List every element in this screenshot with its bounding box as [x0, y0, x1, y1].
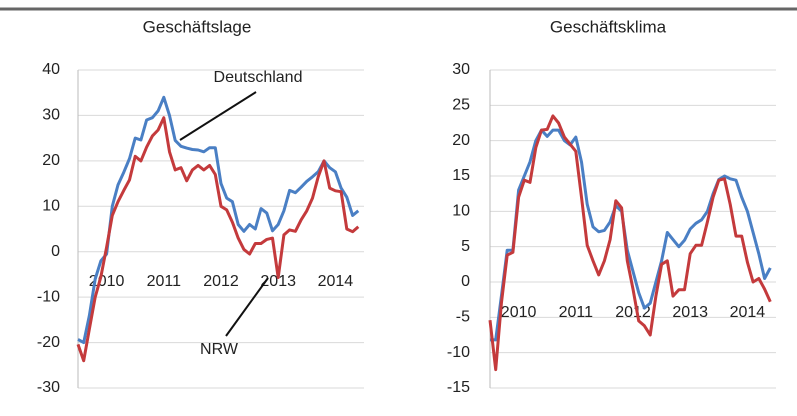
y-tick-label: 15 [452, 167, 470, 184]
y-tick-label: -10 [37, 288, 60, 305]
annotation-pointer [225, 277, 269, 337]
y-tick-label: 5 [461, 238, 470, 255]
annotation-pointer [179, 91, 257, 141]
x-tick-label: 2012 [203, 273, 239, 290]
annotation: NRW [200, 341, 239, 358]
series-line [490, 128, 772, 342]
x-tick-label: 2012 [615, 304, 651, 321]
annotation: Deutschland [214, 69, 303, 86]
x-tick-label: 2011 [147, 273, 182, 290]
y-tick-label: 0 [51, 243, 60, 260]
y-tick-label: -5 [456, 309, 470, 326]
y-tick-label: -10 [447, 344, 470, 361]
chart-title: Geschäftsklima [550, 17, 667, 36]
y-tick-label: -15 [447, 379, 470, 396]
x-tick-label: 2013 [260, 273, 296, 290]
y-tick-label: 20 [42, 152, 60, 169]
series-line [77, 95, 360, 345]
y-tick-label: 10 [42, 198, 60, 215]
y-tick-label: 10 [452, 203, 470, 220]
y-tick-label: 30 [42, 107, 60, 124]
y-tick-label: 0 [461, 273, 470, 290]
x-tick-label: 2010 [501, 304, 537, 321]
x-tick-label: 2013 [672, 304, 708, 321]
series-line [76, 116, 360, 363]
y-tick-label: 30 [452, 61, 470, 78]
y-tick-label: 25 [452, 97, 470, 114]
y-tick-label: 40 [42, 61, 60, 78]
y-tick-label: 20 [452, 132, 470, 149]
x-tick-label: 2011 [559, 304, 594, 321]
y-tick-label: -20 [37, 334, 60, 351]
series-line [488, 114, 772, 372]
x-tick-label: 2014 [318, 273, 354, 290]
y-tick-label: -30 [37, 379, 60, 396]
chart-title: Geschäftslage [143, 17, 252, 36]
x-tick-label: 2014 [730, 304, 766, 321]
